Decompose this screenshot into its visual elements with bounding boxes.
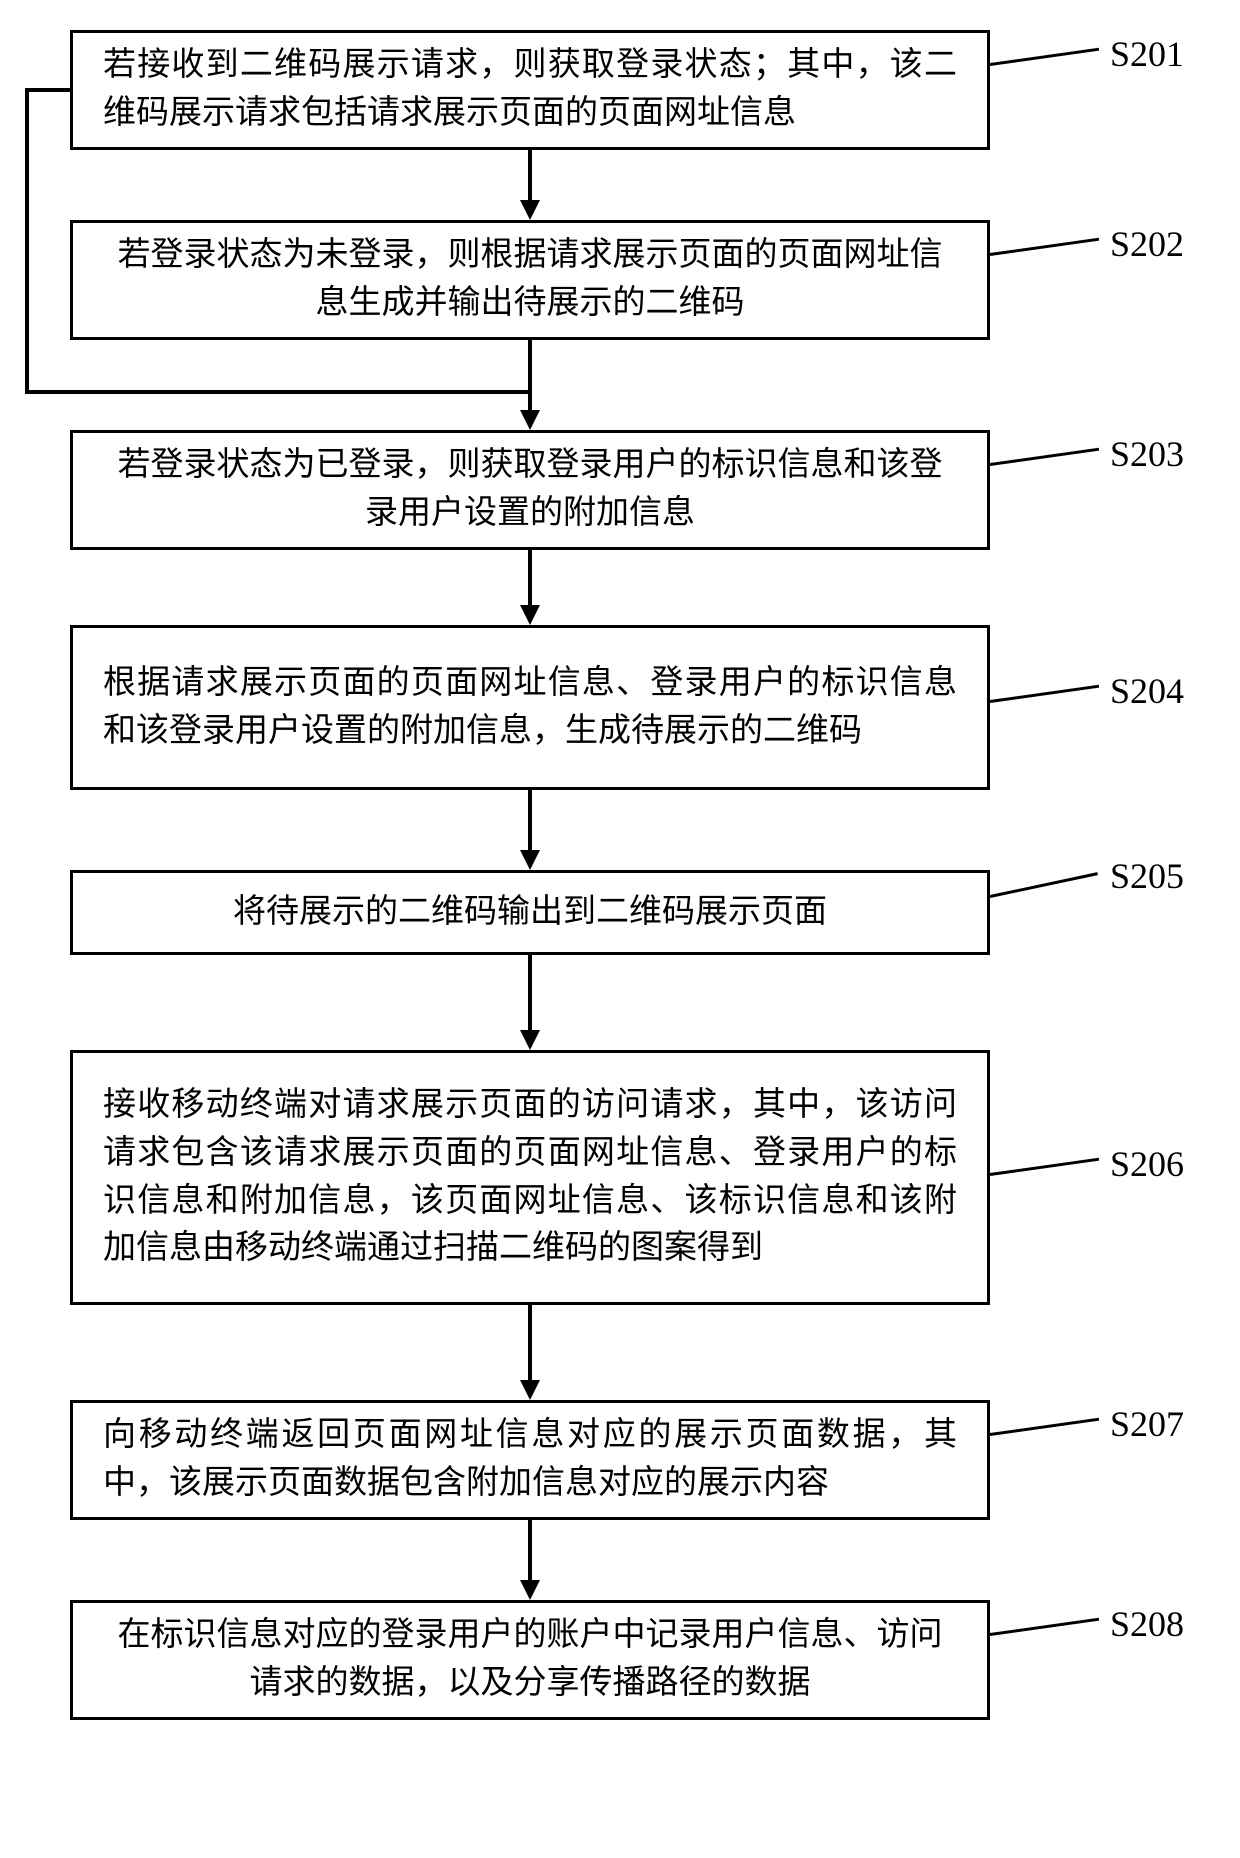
arrow-head-s205-s206: [520, 1030, 540, 1050]
step-s208-text: 在标识信息对应的登录用户的账户中记录用户信息、访问请求的数据，以及分享传播路径的…: [103, 1612, 957, 1708]
arrow-head-s206-s207: [520, 1380, 540, 1400]
label-connector-s205: [990, 872, 1098, 898]
step-s203: 若登录状态为已登录，则获取登录用户的标识信息和该登录用户设置的附加信息: [70, 430, 990, 550]
step-s206: 接收移动终端对请求展示页面的访问请求，其中，该访问请求包含该请求展示页面的页面网…: [70, 1050, 990, 1305]
step-label-s207: S207: [1110, 1403, 1184, 1445]
step-s208: 在标识信息对应的登录用户的账户中记录用户信息、访问请求的数据，以及分享传播路径的…: [70, 1600, 990, 1720]
step-s201: 若接收到二维码展示请求，则获取登录状态；其中，该二维码展示请求包括请求展示页面的…: [70, 30, 990, 150]
step-s207-text: 向移动终端返回页面网址信息对应的展示页面数据，其中，该展示页面数据包含附加信息对…: [103, 1412, 957, 1508]
arrow-head-to-s203: [520, 410, 540, 430]
step-s207: 向移动终端返回页面网址信息对应的展示页面数据，其中，该展示页面数据包含附加信息对…: [70, 1400, 990, 1520]
step-label-s205: S205: [1110, 855, 1184, 897]
step-s206-text: 接收移动终端对请求展示页面的访问请求，其中，该访问请求包含该请求展示页面的页面网…: [103, 1082, 957, 1273]
step-s202: 若登录状态为未登录，则根据请求展示页面的页面网址信息生成并输出待展示的二维码: [70, 220, 990, 340]
label-connector-s204: [990, 685, 1099, 703]
labelongObject-s208: [990, 1618, 1099, 1636]
arrow-s204-s205: [528, 790, 532, 852]
arrow-s201-s202: [528, 150, 532, 202]
label-connector-s202: [990, 238, 1099, 256]
step-label-s208: S208: [1110, 1603, 1184, 1645]
arrow-s206-s207: [528, 1305, 532, 1382]
arrow-s205-s206: [528, 955, 532, 1032]
route-left-top-h: [25, 88, 70, 92]
step-s204-text: 根据请求展示页面的页面网址信息、登录用户的标识信息和该登录用户设置的附加信息，生…: [103, 660, 957, 756]
step-s202-text: 若登录状态为未登录，则根据请求展示页面的页面网址信息生成并输出待展示的二维码: [103, 232, 957, 328]
arrow-s203-s204: [528, 550, 532, 607]
route-left-bot-h: [25, 390, 532, 394]
route-left-v: [25, 88, 29, 393]
label-connector-s206: [990, 1158, 1099, 1176]
arrow-head-s204-s205: [520, 850, 540, 870]
label-connector-s207: [990, 1418, 1099, 1436]
step-label-s202: S202: [1110, 223, 1184, 265]
step-s201-text: 若接收到二维码展示请求，则获取登录状态；其中，该二维码展示请求包括请求展示页面的…: [103, 42, 957, 138]
step-s205: 将待展示的二维码输出到二维码展示页面: [70, 870, 990, 955]
step-label-s206: S206: [1110, 1143, 1184, 1185]
step-label-s203: S203: [1110, 433, 1184, 475]
arrow-head-s201-s202: [520, 200, 540, 220]
arrow-head-s207-s208: [520, 1580, 540, 1600]
step-label-s204: S204: [1110, 670, 1184, 712]
flowchart-container: 若接收到二维码展示请求，则获取登录状态；其中，该二维码展示请求包括请求展示页面的…: [0, 0, 1240, 1858]
step-label-s201: S201: [1110, 33, 1184, 75]
label-connector-s201: [990, 48, 1099, 66]
arrow-merge-s203-v: [528, 340, 532, 412]
arrow-s207-s208: [528, 1520, 532, 1582]
label-connector-s203: [990, 448, 1099, 466]
step-s204: 根据请求展示页面的页面网址信息、登录用户的标识信息和该登录用户设置的附加信息，生…: [70, 625, 990, 790]
arrow-head-s203-s204: [520, 605, 540, 625]
step-s205-text: 将待展示的二维码输出到二维码展示页面: [233, 889, 827, 937]
step-s203-text: 若登录状态为已登录，则获取登录用户的标识信息和该登录用户设置的附加信息: [103, 442, 957, 538]
